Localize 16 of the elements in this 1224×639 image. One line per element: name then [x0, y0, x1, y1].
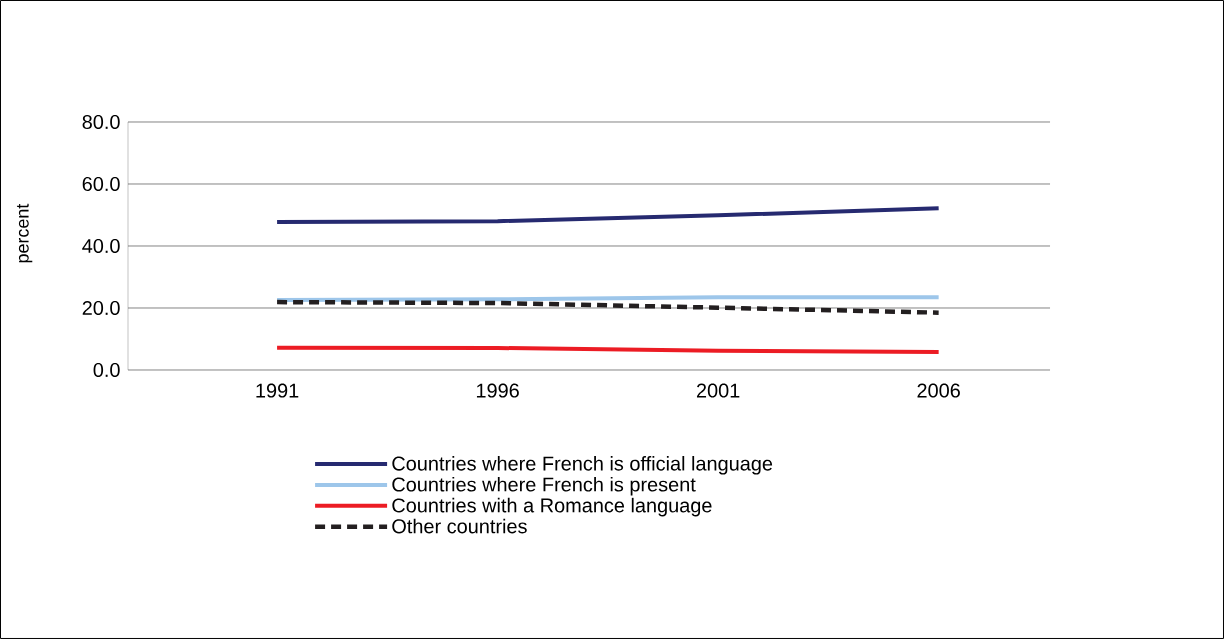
y-tick-label: 80.0: [82, 114, 120, 130]
x-tick-label: 1991: [256, 383, 299, 398]
x-tick-label: 2001: [696, 383, 740, 398]
y-tick-label: 40.0: [82, 238, 120, 254]
y-tick-label: 60.0: [82, 176, 120, 192]
x-tick-label: 2006: [917, 383, 960, 398]
y-axis-title: percent: [16, 203, 33, 263]
y-tick-label: 20.0: [82, 300, 120, 316]
x-tick-label: 1996: [476, 383, 519, 398]
legend-label: Countries with a Romance language: [392, 497, 712, 517]
legend-label: Countries where French is present: [392, 476, 696, 496]
y-tick-label: 0.0: [93, 362, 120, 378]
line-series: [274, 299, 941, 315]
legend-label: Countries where French is official language: [392, 456, 773, 475]
legend-label: Other countries: [392, 518, 527, 534]
line-series: [275, 206, 941, 225]
